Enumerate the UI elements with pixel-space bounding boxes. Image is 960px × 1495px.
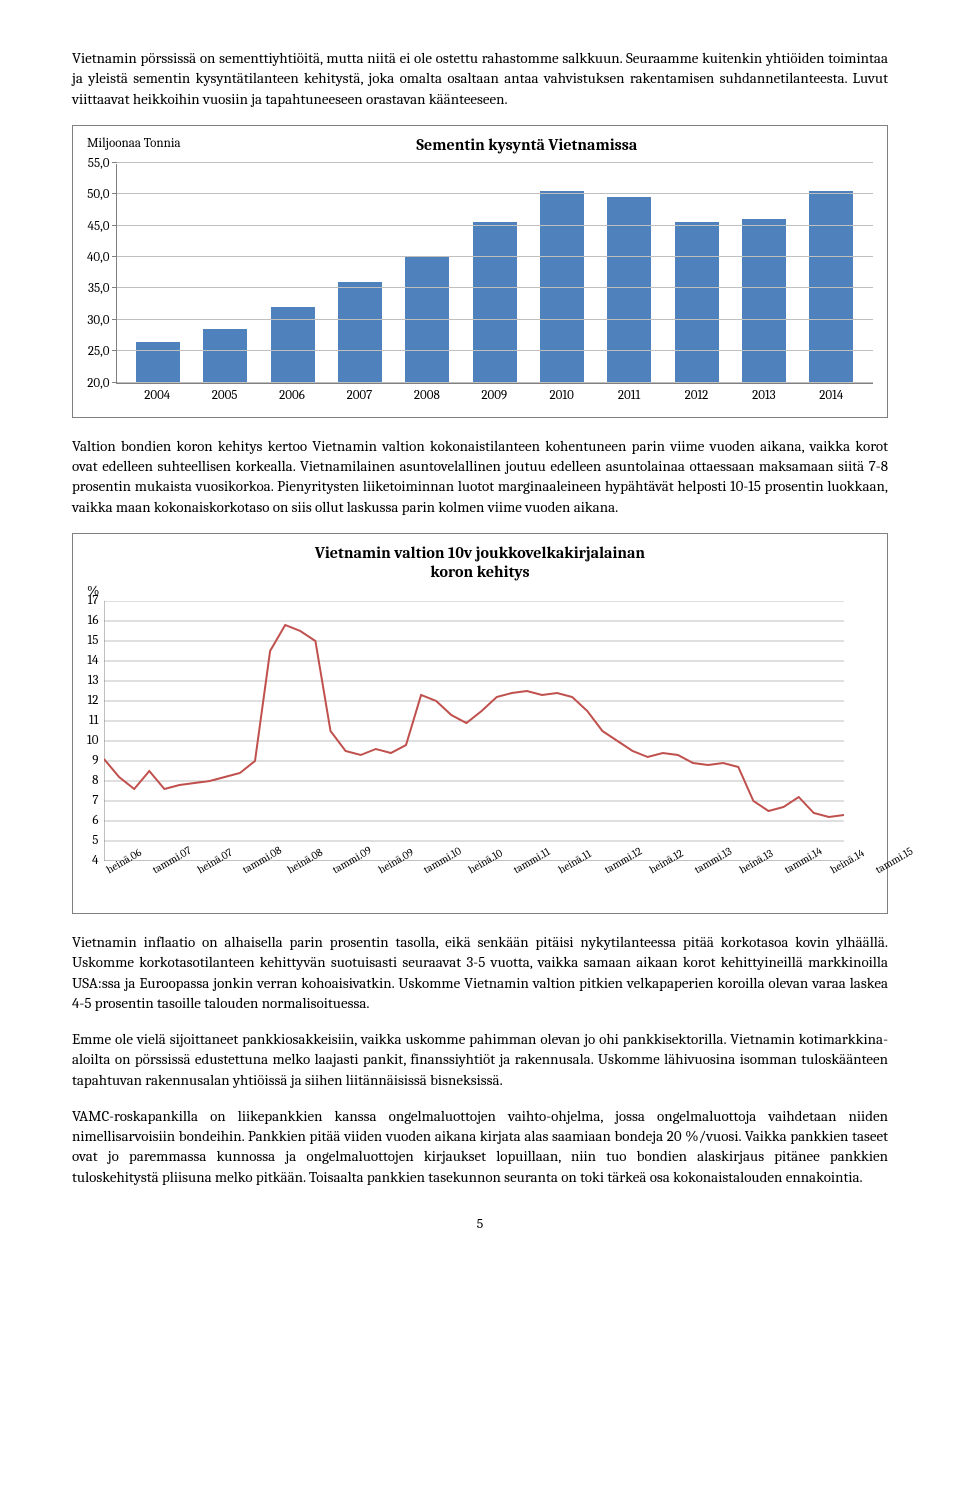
line-chart-ylabel: %: [87, 582, 873, 599]
bar-chart-title: Sementin kysyntä Vietnamissa: [181, 136, 873, 154]
bar-chart-plot-area: [116, 164, 873, 384]
line-chart-x-tick: tammi.11: [511, 865, 528, 894]
bar-chart-x-tick: 2009: [472, 388, 516, 403]
paragraph-5: VAMC-roskapankilla on liikepankkien kans…: [72, 1106, 888, 1187]
line-chart-svg: [104, 601, 844, 861]
bar-chart-bar: [203, 329, 247, 382]
bar-chart-bar: [675, 222, 719, 382]
bar-chart-x-tick: 2008: [405, 388, 449, 403]
bar-chart-bar: [136, 342, 180, 383]
line-chart-x-tick: heinä.12: [647, 865, 664, 894]
line-chart-x-tick: tammi.15: [873, 865, 890, 894]
line-chart-title-2: koron kehitys: [87, 563, 873, 582]
bar-chart-x-tick: 2013: [742, 388, 786, 403]
line-chart-x-tick: heinä.08: [285, 865, 302, 894]
line-chart-x-tick: tammi.12: [602, 865, 619, 894]
line-chart-x-tick: heinä.14: [828, 865, 845, 894]
line-chart-x-tick: heinä.07: [195, 865, 212, 894]
document-page: Vietnamin pörssissä on sementtiyhtiöitä,…: [0, 0, 960, 1272]
bar-chart-x-tick: 2006: [270, 388, 314, 403]
bar-chart-x-tick: 2004: [135, 388, 179, 403]
bar-chart-bar: [742, 219, 786, 382]
line-chart-x-tick: tammi.14: [782, 865, 799, 894]
line-chart-x-tick: tammi.08: [240, 865, 257, 894]
paragraph-1: Vietnamin pörssissä on sementtiyhtiöitä,…: [72, 48, 888, 109]
line-chart-x-axis: heinä.06 tammi.07 heinä.07 tammi.08 heinä.08…: [104, 861, 873, 899]
bar-chart-x-tick: 2012: [674, 388, 718, 403]
bar-chart-gridline: [117, 382, 873, 383]
line-chart-title-1: Vietnamin valtion 10v joukkovelkakirjala…: [87, 544, 873, 563]
line-chart-x-tick: heinä.09: [376, 865, 393, 894]
line-chart-x-tick: heinä.13: [737, 865, 754, 894]
paragraph-2: Valtion bondien koron kehitys kertoo Vie…: [72, 436, 888, 517]
bar-chart-x-tick: 2014: [809, 388, 853, 403]
bar-chart-x-tick: 2010: [540, 388, 584, 403]
line-chart-x-tick: heinä.10: [466, 865, 483, 894]
bar-chart-gridline: [117, 256, 873, 257]
bar-chart-ylabel: Miljoonaa Tonnia: [87, 136, 181, 151]
bar-chart-gridline: [117, 319, 873, 320]
paragraph-3: Vietnamin inflaatio on alhaisella parin …: [72, 932, 888, 1013]
bar-chart-gridline: [117, 193, 873, 194]
bar-chart-x-axis: 2004 2005 2006 2007 2008 2009 2010 2011 2012 2013…: [116, 384, 873, 403]
line-chart-x-tick: heinä.06: [104, 865, 121, 894]
bar-chart-gridline: [117, 162, 873, 163]
line-chart-x-tick: tammi.10: [421, 865, 438, 894]
line-chart-y-axis: 1716151413121110987654: [87, 601, 104, 861]
line-chart-x-tick: tammi.07: [150, 865, 167, 894]
bar-chart-x-tick: 2005: [203, 388, 247, 403]
bar-chart-gridline: [117, 350, 873, 351]
bar-chart-gridline: [117, 225, 873, 226]
bar-chart-x-tick: 2011: [607, 388, 651, 403]
paragraph-4: Emme ole vielä sijoittaneet pankkiosakke…: [72, 1029, 888, 1090]
bar-chart-gridline: [117, 287, 873, 288]
line-chart-bond-yield: Vietnamin valtion 10v joukkovelkakirjala…: [72, 533, 888, 914]
line-chart-x-tick: tammi.13: [692, 865, 709, 894]
bar-chart-bar: [338, 282, 382, 383]
line-chart-x-tick: heinä.11: [556, 865, 573, 894]
page-number: 5: [72, 1215, 888, 1232]
bar-chart-bar: [473, 222, 517, 382]
line-chart-x-tick: tammi.09: [330, 865, 347, 894]
line-chart-plot-area: [104, 601, 873, 861]
bar-chart-x-tick: 2007: [337, 388, 381, 403]
bar-chart-cement-demand: Miljoonaa Tonnia Sementin kysyntä Vietna…: [72, 125, 888, 418]
